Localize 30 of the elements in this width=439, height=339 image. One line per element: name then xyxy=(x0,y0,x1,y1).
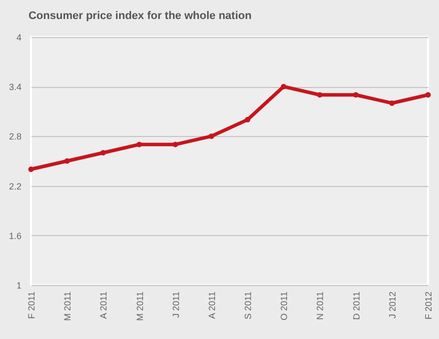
y-tick-label: 1.6 xyxy=(8,230,22,241)
y-tick-label: 1 xyxy=(16,280,22,290)
point xyxy=(280,84,286,90)
y-tick-label: 2.2 xyxy=(8,181,22,192)
x-tick-label: A 2011 xyxy=(206,292,217,319)
point xyxy=(28,166,34,172)
x-tick-label: D 2011 xyxy=(351,292,362,320)
x-tick-label: J 2011 xyxy=(170,292,181,318)
x-tick-label: F 2012 xyxy=(424,292,434,320)
x-tick-label: J 2012 xyxy=(387,292,398,319)
point xyxy=(389,100,395,106)
point xyxy=(316,92,322,98)
x-tick-label: N 2011 xyxy=(315,292,326,320)
point xyxy=(244,116,250,122)
x-tick-label: A 2011 xyxy=(98,292,109,319)
point xyxy=(100,150,106,156)
point xyxy=(353,92,359,98)
y-tick-label: 4 xyxy=(16,32,22,42)
x-tick-label: F 2011 xyxy=(26,292,36,319)
x-tick-label: S 2011 xyxy=(243,292,254,320)
x-tick-label: M 2011 xyxy=(134,292,145,321)
point xyxy=(425,92,431,98)
y-tick-label: 3.4 xyxy=(8,82,22,92)
y-tick-label: 2.8 xyxy=(8,132,22,142)
point xyxy=(172,142,178,148)
x-tick-label: M 2011 xyxy=(62,292,73,321)
point xyxy=(208,133,214,139)
chart-title: Consumer price index for the whole nation xyxy=(28,10,252,22)
x-tick-label: O 2011 xyxy=(279,292,290,320)
point xyxy=(64,158,70,164)
